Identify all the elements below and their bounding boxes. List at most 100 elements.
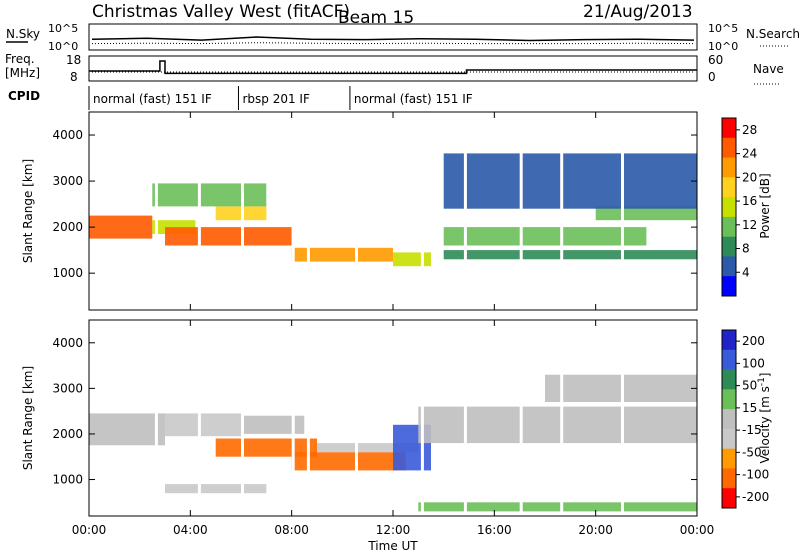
data-gap bbox=[463, 113, 467, 309]
colorbar-segment bbox=[722, 389, 736, 410]
colorbar-tick-label: -15 bbox=[742, 423, 762, 437]
y-tick-label: 3000 bbox=[52, 381, 83, 395]
colorbar-tick-label: 24 bbox=[742, 147, 757, 161]
data-gap bbox=[241, 321, 244, 515]
freq-trace bbox=[89, 60, 697, 75]
noise-left-tick-bottom: 10^0 bbox=[48, 40, 78, 53]
freq-label-line2: [MHz] bbox=[5, 66, 40, 80]
freq-label-line1: Freq. bbox=[5, 52, 35, 66]
data-gap bbox=[560, 113, 564, 309]
colorbar-tick-label: -200 bbox=[742, 490, 769, 504]
data-gap bbox=[154, 321, 158, 515]
colorbar-segment bbox=[722, 157, 736, 178]
heatmap-band bbox=[165, 227, 292, 246]
cpid-label: CPID bbox=[8, 89, 40, 103]
colorbar-frame bbox=[721, 329, 737, 509]
noise-panel-frame bbox=[88, 23, 698, 51]
velocity-colorbar-label: Velocity [m s-1] bbox=[757, 373, 772, 464]
cpid-segment-label: normal (fast) 151 IF bbox=[93, 92, 212, 106]
velocity-data-gaps bbox=[154, 321, 624, 515]
x-tick-label: 00:00 bbox=[680, 523, 715, 537]
heatmap-band bbox=[317, 443, 419, 453]
freq-right-tick-top: 60 bbox=[708, 53, 723, 67]
data-gap bbox=[355, 321, 358, 515]
colorbar-segment bbox=[722, 468, 736, 489]
power-colorbar: 4 8 12 16 20 24 28 bbox=[721, 117, 757, 297]
colorbar-segment bbox=[722, 177, 736, 198]
colorbar-tick-label: -100 bbox=[742, 468, 769, 482]
freq-panel: Freq. [MHz] 18 8 60 0 Nave bbox=[5, 52, 784, 85]
heatmap-band bbox=[291, 247, 393, 262]
y-tick-label: 1000 bbox=[52, 473, 83, 487]
heatmap-band bbox=[443, 153, 697, 209]
heatmap-band bbox=[241, 415, 305, 434]
data-gap bbox=[519, 113, 523, 309]
colorbar-segment bbox=[722, 216, 736, 238]
data-gap bbox=[291, 321, 295, 515]
freq-left-tick-top: 18 bbox=[66, 53, 81, 67]
cpid-segment-label: rbsp 201 IF bbox=[242, 92, 309, 106]
data-gap bbox=[519, 321, 523, 515]
colorbar-segment bbox=[722, 276, 736, 297]
data-gap bbox=[621, 321, 624, 515]
colorbar-segment bbox=[722, 369, 736, 390]
velocity-panel: 1000 2000 3000 4000 00:00 04:00 08:00 12:00 16:0… bbox=[21, 319, 772, 553]
data-gap bbox=[241, 113, 244, 309]
colorbar-tick-label: -50 bbox=[742, 445, 762, 459]
x-tick-label: 04:00 bbox=[173, 523, 208, 537]
colorbar-segment bbox=[722, 488, 736, 509]
heatmap-band bbox=[418, 406, 697, 444]
noise-left-tick-top: 10^5 bbox=[48, 22, 78, 35]
heatmap-band bbox=[89, 413, 165, 446]
cpid-row: CPID normal (fast) 151 IF rbsp 201 IF norm… bbox=[8, 86, 473, 110]
colorbar-tick-label: 12 bbox=[742, 218, 757, 232]
velocity-ylabel: Slant Range [km] bbox=[21, 366, 35, 470]
data-gap bbox=[291, 113, 295, 309]
colorbar-tick-label: 8 bbox=[742, 242, 750, 256]
cpid-segments: normal (fast) 151 IF rbsp 201 IF normal (f… bbox=[88, 86, 473, 110]
colorbar-segment bbox=[722, 428, 736, 450]
date-label: 21/Aug/2013 bbox=[583, 2, 693, 22]
power-ylabel: Slant Range [km] bbox=[21, 159, 35, 263]
y-tick-label: 4000 bbox=[52, 336, 83, 350]
colorbar-segment bbox=[722, 197, 736, 218]
heatmap-band bbox=[393, 252, 431, 267]
colorbar-tick-label: 100 bbox=[742, 356, 765, 370]
colorbar-tick-label: 15 bbox=[742, 401, 757, 415]
data-gap bbox=[306, 113, 310, 309]
colorbar-segment bbox=[722, 330, 736, 351]
data-gap bbox=[621, 113, 624, 309]
data-gap bbox=[197, 321, 201, 515]
velocity-axes: 1000 2000 3000 4000 00:00 04:00 08:00 12:00 16:0… bbox=[52, 320, 714, 537]
noise-sky-label: N.Sky bbox=[6, 27, 40, 41]
data-gap bbox=[154, 113, 158, 309]
heatmap-band bbox=[443, 227, 647, 246]
velocity-colorbar: 200 100 50 15 -15 -50 -100 -200 bbox=[721, 329, 769, 509]
noise-search-trace bbox=[91, 42, 695, 45]
y-tick-label: 1000 bbox=[52, 266, 83, 280]
colorbar-tick-label: 200 bbox=[742, 334, 765, 348]
data-gap bbox=[355, 113, 358, 309]
colorbar-tick-label: 28 bbox=[742, 123, 757, 137]
y-tick-label: 4000 bbox=[52, 128, 83, 142]
x-tick-label: 12:00 bbox=[376, 523, 411, 537]
colorbar-segment bbox=[722, 409, 736, 430]
power-panel-bg bbox=[89, 112, 697, 310]
heatmap-band bbox=[89, 215, 153, 239]
power-axes: 1000 2000 3000 4000 bbox=[52, 112, 698, 310]
colorbar-tick-label: 16 bbox=[742, 194, 757, 208]
data-gap bbox=[420, 113, 424, 309]
power-heatmap bbox=[89, 153, 697, 267]
colorbar-tick-label: 4 bbox=[742, 265, 750, 279]
heatmap-band bbox=[418, 502, 697, 512]
data-gap bbox=[560, 321, 564, 515]
freq-left-tick-bottom: 8 bbox=[70, 70, 78, 84]
power-colorbar-label: Power [dB] bbox=[758, 173, 772, 238]
heatmap-band bbox=[165, 413, 241, 437]
colorbar-segment bbox=[722, 256, 736, 277]
nave-label: Nave bbox=[753, 62, 784, 76]
y-tick-label: 2000 bbox=[52, 427, 83, 441]
y-tick-label: 3000 bbox=[52, 174, 83, 188]
data-gap bbox=[306, 321, 310, 515]
